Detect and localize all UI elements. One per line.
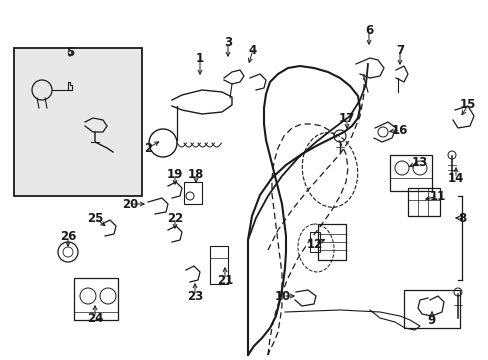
- Text: 13: 13: [411, 156, 427, 168]
- Text: 23: 23: [186, 289, 203, 302]
- Text: 12: 12: [306, 238, 323, 251]
- Text: 11: 11: [429, 189, 445, 202]
- Text: 3: 3: [224, 36, 232, 49]
- Bar: [317, 224, 346, 260]
- Text: 25: 25: [87, 211, 103, 225]
- Text: 7: 7: [395, 44, 403, 57]
- Bar: [74, 278, 118, 320]
- Bar: [309, 232, 319, 252]
- Text: 10: 10: [274, 289, 290, 302]
- Text: 14: 14: [447, 171, 463, 184]
- Text: 9: 9: [427, 314, 435, 327]
- Text: 5: 5: [66, 45, 74, 58]
- Text: 8: 8: [457, 211, 465, 225]
- Text: 1: 1: [196, 51, 203, 64]
- Text: 24: 24: [87, 311, 103, 324]
- Text: 2: 2: [143, 141, 152, 154]
- Text: 15: 15: [459, 99, 475, 112]
- Text: 6: 6: [364, 23, 372, 36]
- Bar: [209, 246, 227, 284]
- Text: 4: 4: [248, 44, 257, 57]
- Bar: [403, 290, 459, 328]
- Text: 17: 17: [338, 112, 354, 125]
- Bar: [183, 182, 202, 204]
- Bar: [14, 48, 142, 196]
- Text: 26: 26: [60, 230, 76, 243]
- Text: 16: 16: [391, 123, 407, 136]
- Bar: [389, 155, 431, 191]
- Text: 18: 18: [187, 167, 204, 180]
- Text: 19: 19: [166, 167, 183, 180]
- Text: 21: 21: [217, 274, 233, 287]
- Text: 20: 20: [122, 198, 138, 211]
- Text: 22: 22: [166, 211, 183, 225]
- Bar: [407, 188, 439, 216]
